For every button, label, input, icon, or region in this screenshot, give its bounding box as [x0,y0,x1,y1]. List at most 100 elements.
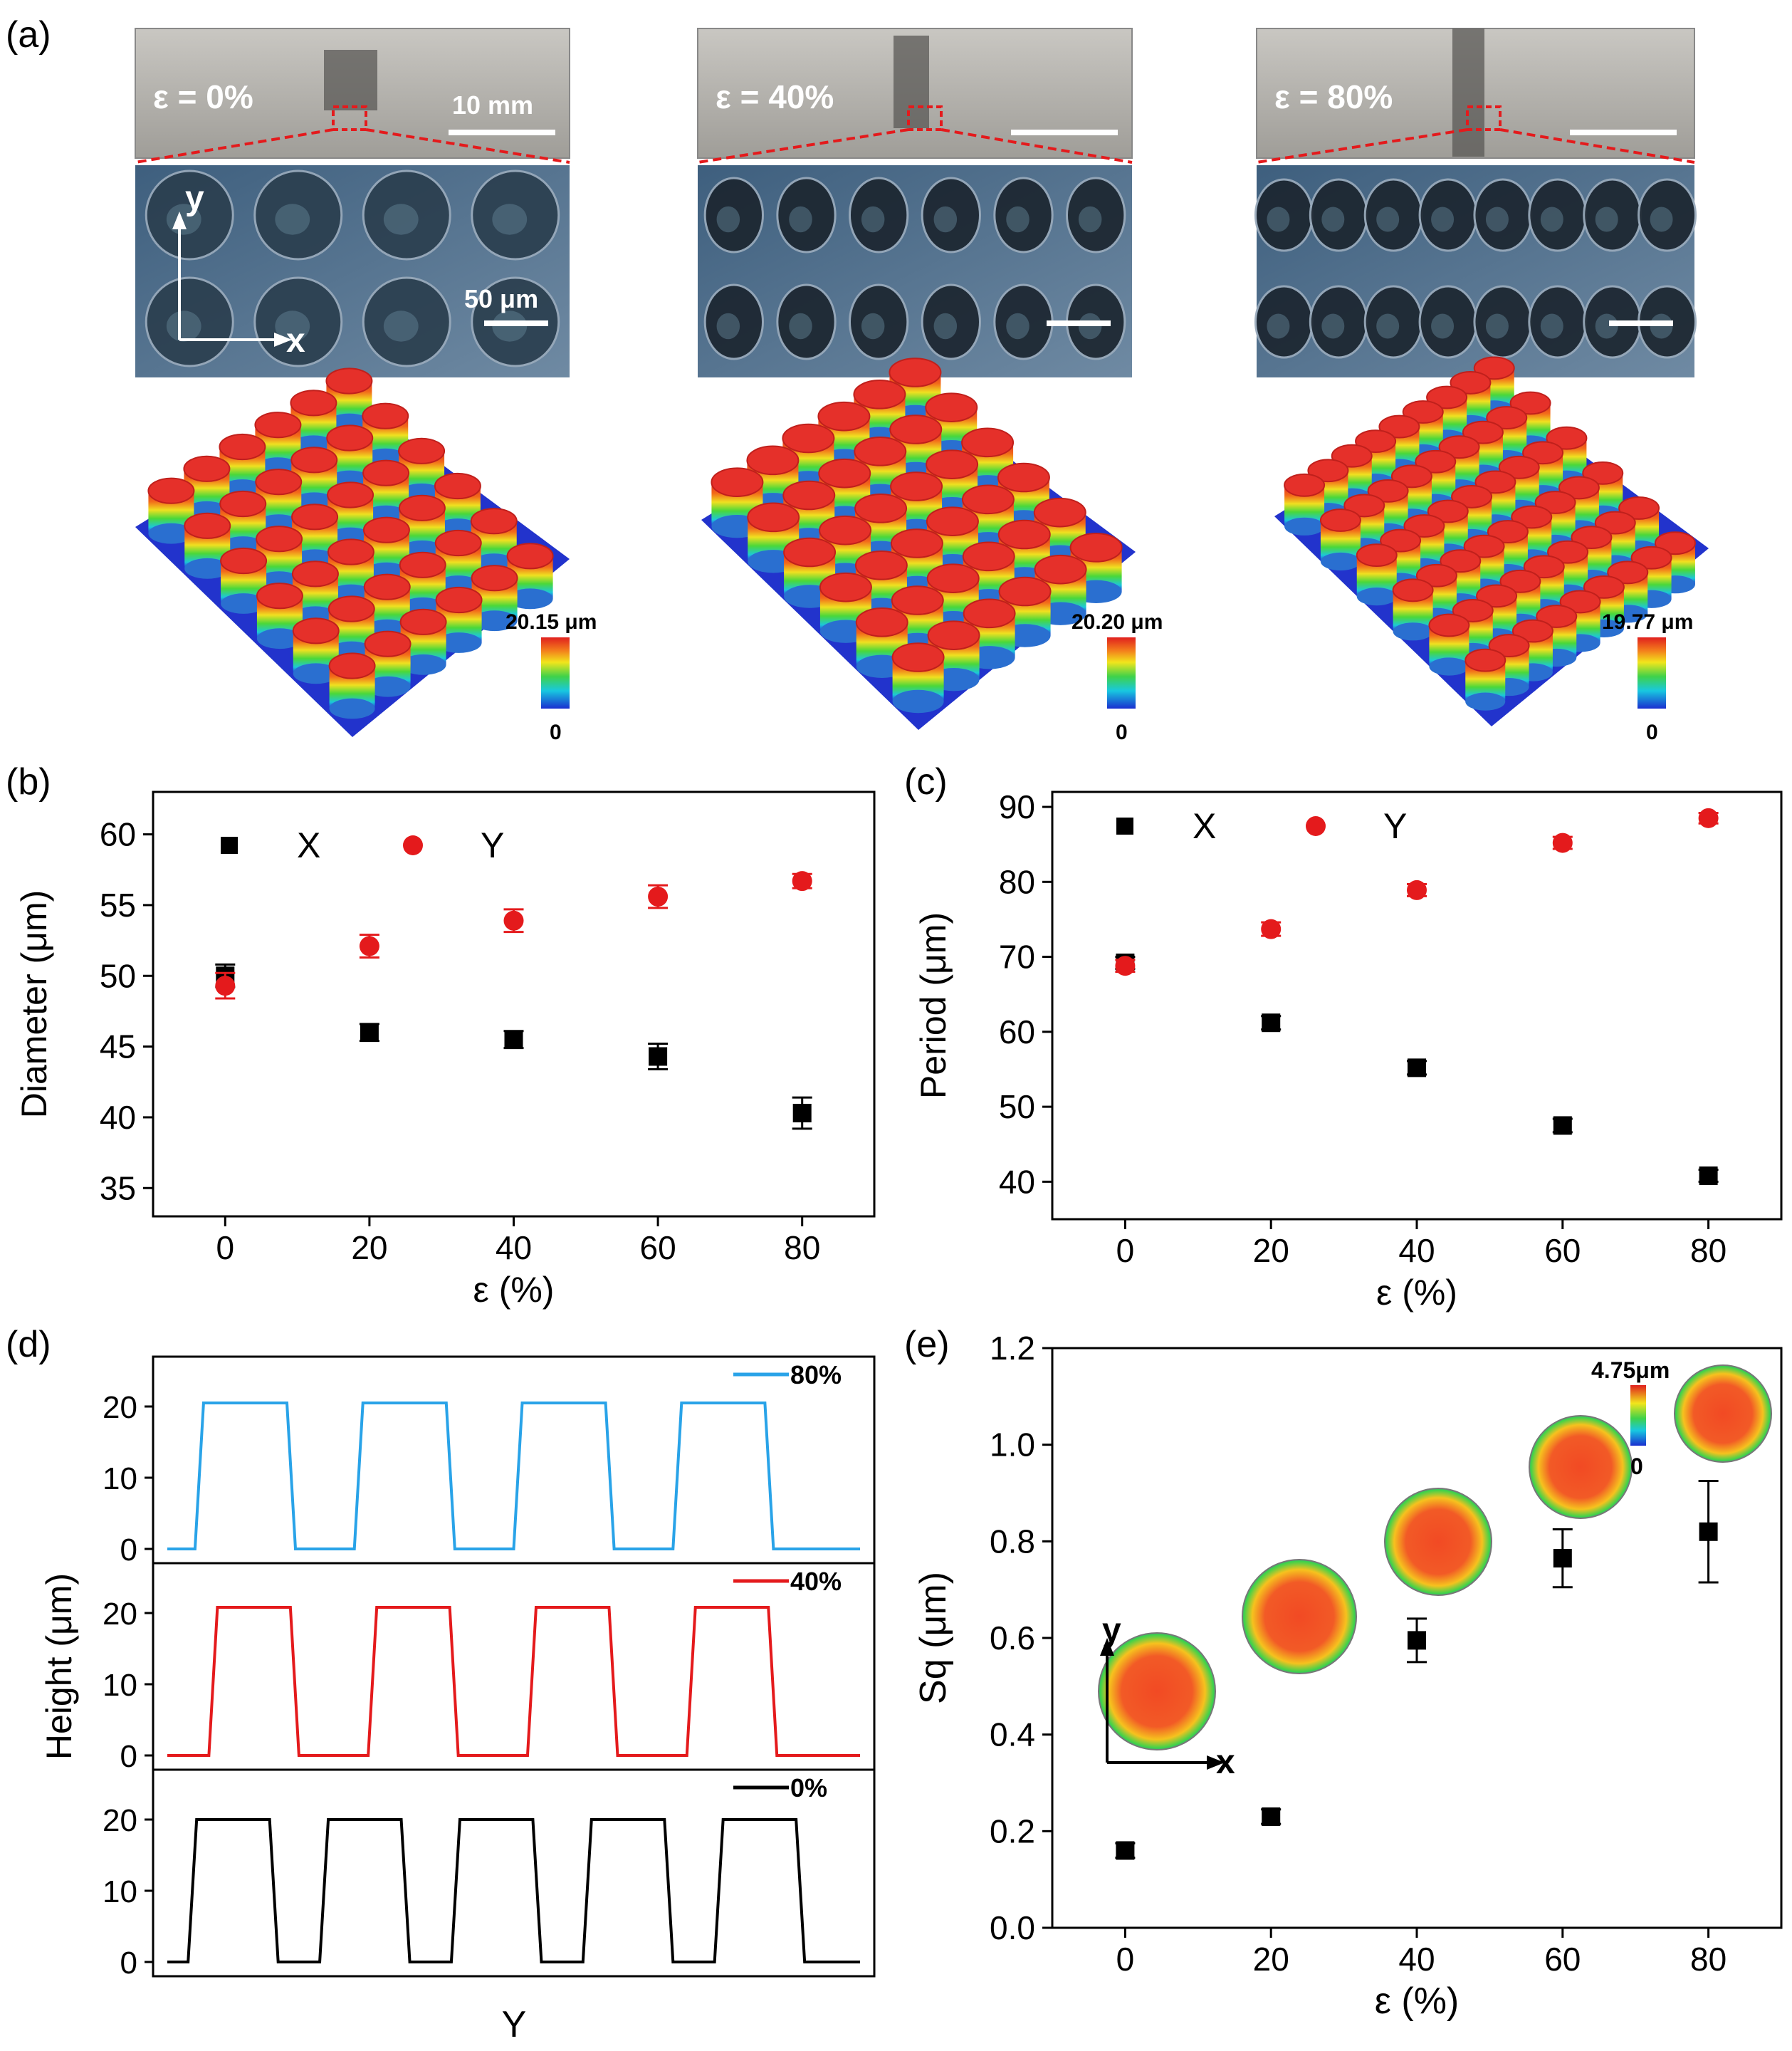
surface-pillar-top [1522,441,1564,465]
surface-pillar-top [1284,473,1326,497]
micro-pillar-texture [1485,313,1509,339]
data-point-y [215,976,236,996]
x-tick-label: 20 [1253,1941,1289,1978]
surface-pillar-top [1415,449,1457,474]
inset-colorbar-max: 4.75μm [1591,1357,1670,1383]
colorbar [541,637,570,709]
surface-pillar-top [364,630,412,657]
surface-pillar-top [147,477,195,504]
micro-pillar-texture [1431,313,1455,339]
data-point-sq [1699,1522,1718,1541]
profile-line-0% [167,1818,860,1963]
scale-bar-10mm [1570,130,1677,135]
surface-pillar-top [328,595,375,622]
axis-x-arrow [274,333,292,347]
x-tick-label: 60 [1544,1941,1581,1978]
micro-pillar-texture [861,206,885,233]
surface-pillar-top [1534,491,1576,514]
surface-pillar-top [962,541,1015,572]
surface-pillar-top [1559,590,1601,614]
zoom-line [365,128,570,164]
surface-pillar-top [1546,426,1588,450]
micro-pillar-texture [1006,313,1029,340]
scale-label-10mm: 10 mm [452,90,533,120]
surface-pillar-top [471,565,518,592]
surface-pillar-top [1390,464,1432,489]
surface-pillar-bottom [1356,588,1397,606]
y-tick-label: 20 [103,1597,137,1632]
surface-pillar-top [925,392,978,422]
surface-pillar-top [1451,485,1493,508]
surface-pillar-top [963,598,1016,629]
surface-pillar-top [1428,613,1470,637]
y-tick-label: 45 [100,1028,136,1065]
surface-pillar-top [998,576,1052,607]
surface-pillar-bottom [436,632,482,653]
surface-pillar-top [399,608,447,635]
x-axis-label: ε (%) [1376,1273,1457,1312]
surface-pillar-top [256,583,303,610]
surface-pillar-top [1307,459,1349,483]
micro-pillar-texture [1321,313,1345,339]
surface-pillar-bottom [1393,622,1433,641]
y-axis-label: Period (μm) [913,912,953,1099]
data-point-x [1553,1116,1572,1135]
data-point-y [1115,956,1136,976]
panel-label-e: (e) [904,1324,950,1365]
legend-label: 0% [790,1773,827,1802]
stretched-region [894,36,929,128]
y-tick-label: 70 [999,939,1035,976]
surface-pillar-top [1378,414,1420,439]
surface-pillar-top [711,467,764,497]
y-axis-label: Sq (μm) [913,1572,954,1704]
surface-pillar-top [1571,526,1613,550]
micro-pillar-texture [1431,207,1455,232]
strain-label: ε = 0% [153,78,253,115]
colorbar-max-label: 20.15 μm [505,610,597,634]
micro-pillar-texture [383,204,419,235]
x-tick-label: 0 [216,1229,235,1266]
surface-pillar-top [291,503,339,531]
surface-pillar-top [746,445,800,476]
strain-label: ε = 80% [1274,78,1393,115]
surface-pillar-top [997,462,1050,493]
zoom-line [1499,128,1695,164]
surface-pillar-top [819,515,872,546]
data-point-y [503,910,524,931]
y-tick-label: 0 [120,1946,137,1980]
surface-pillar-bottom [1320,552,1361,571]
surface-pillar-top [1452,599,1494,622]
x-tick-label: 40 [1398,1232,1435,1269]
surface-pillar-bottom [221,593,267,614]
y-tick-label: 0.0 [990,1909,1035,1946]
legend-marker [1116,818,1133,835]
data-point-sq [1553,1549,1572,1568]
inset-surface-map [1098,1632,1216,1750]
surface-pillar-top [853,380,906,409]
surface-pillar-top [819,572,872,602]
legend-label: 80% [790,1360,842,1389]
surface-pillar-top [291,560,339,588]
surface-pillar-top [854,437,907,466]
surface-pillar-bottom [293,663,339,684]
data-point-x [1262,1013,1281,1033]
surface-pillar-top [890,471,943,501]
x-tick-label: 60 [1544,1232,1581,1269]
surface-pillar-top [891,585,944,615]
micro-pillar-texture [1376,313,1400,339]
colorbar [1638,637,1666,709]
micro-pillar-texture [275,204,310,235]
micro-pillar-texture [1485,207,1509,232]
inset-axis-x-arrow [1207,1755,1225,1770]
surface-pillar-top [890,528,943,558]
micro-pillar-texture [166,310,201,342]
surface-pillar-top [506,543,554,570]
surface-pillar-bottom [329,698,375,719]
surface-pillar-top [1392,578,1434,602]
surface-pillar-top [1509,391,1551,415]
surface-pillar-top [1426,385,1468,409]
panel-a: ε = 0% 10 mm 50 μm y x ε = 40% ε = 80% 20.15 μm… [135,28,1709,744]
surface-pillar-top [961,484,1015,515]
surface-pillar-top [1654,531,1696,555]
